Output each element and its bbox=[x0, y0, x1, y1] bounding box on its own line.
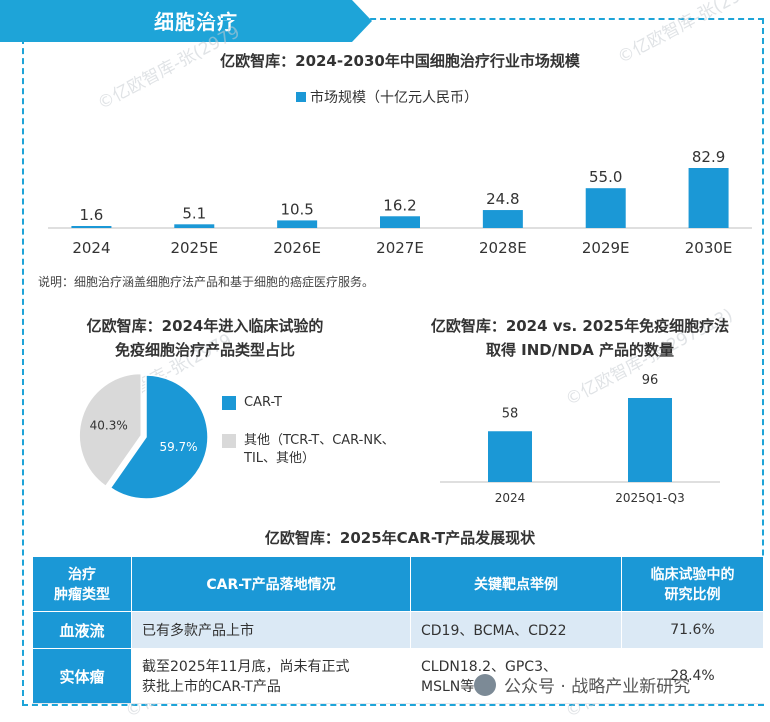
bar bbox=[71, 226, 112, 228]
data-label: 96 bbox=[642, 373, 659, 388]
tumor-type-cell: 实体瘤 bbox=[32, 648, 132, 704]
targets-cell: CD19、BCMA、CD22 bbox=[410, 611, 622, 649]
brand-watermark: 公众号 · 战略产业新研究 bbox=[474, 672, 690, 697]
ind-nda-bar-chart: 58 2024 96 2025Q1-Q3 bbox=[440, 373, 720, 505]
table-header-row: 治疗 肿瘤类型 CAR-T产品落地情况 关键靶点举例 临床试验中的 研究比例 bbox=[32, 556, 764, 612]
product-type-pie-chart: 59.7% 40.3% bbox=[78, 372, 209, 500]
table-row: 血液流 已有多款产品上市 CD19、BCMA、CD22 71.6% bbox=[32, 611, 764, 649]
x-tick-label: 2027E bbox=[376, 239, 424, 257]
ratio-cell: 71.6% bbox=[621, 611, 764, 649]
legend-swatch bbox=[222, 395, 236, 410]
bar bbox=[688, 168, 729, 228]
cart-status-table: 治疗 肿瘤类型 CAR-T产品落地情况 关键靶点举例 临床试验中的 研究比例 血… bbox=[32, 556, 764, 704]
legend-label: TIL、其他） bbox=[244, 451, 316, 466]
slice-label: 40.3% bbox=[90, 418, 128, 432]
market-size-bar-chart: 1.6 2024 5.1 2025E 10.5 2026E 16.2 2027E 24.8 202… bbox=[48, 148, 752, 257]
x-tick-label: 2029E bbox=[582, 239, 630, 257]
data-label: 16.2 bbox=[383, 196, 416, 214]
bar bbox=[488, 431, 532, 482]
status-cell: 已有多款产品上市 bbox=[131, 611, 411, 649]
ind-chart-title: 亿欧智库：2024 vs. 2025年免疫细胞疗法 取得 IND/NDA 产品的… bbox=[400, 314, 760, 362]
table-header-cell: 关键靶点举例 bbox=[410, 556, 622, 612]
data-label: 82.9 bbox=[692, 148, 725, 166]
x-tick-label: 2025E bbox=[170, 239, 218, 257]
table-header-cell: 临床试验中的 研究比例 bbox=[621, 556, 764, 612]
targets-cell: CLDN18.2、GPC3、 MSLN等 bbox=[410, 648, 622, 704]
pie-slice bbox=[78, 372, 142, 488]
data-label: 58 bbox=[502, 406, 519, 421]
data-label: 1.6 bbox=[79, 206, 103, 224]
x-tick-label: 2024 bbox=[495, 491, 526, 505]
legend-swatch bbox=[296, 92, 306, 102]
pie-slice bbox=[109, 374, 209, 500]
header-banner-shape bbox=[0, 0, 372, 42]
ind-title-line: 取得 IND/NDA 产品的数量 bbox=[485, 341, 675, 359]
x-tick-label: 2026E bbox=[273, 239, 321, 257]
chart-note: 说明：细胞治疗涵盖细胞疗法产品和基于细胞的癌症医疗服务。 bbox=[38, 275, 375, 289]
table-row: 实体瘤 截至2025年11月底，尚未有正式 获批上市的CAR-T产品 CLDN1… bbox=[32, 648, 764, 704]
ratio-cell: 28.4% bbox=[621, 648, 764, 704]
wechat-icon bbox=[474, 673, 496, 696]
data-label: 5.1 bbox=[182, 204, 206, 222]
status-cell: 截至2025年11月底，尚未有正式 获批上市的CAR-T产品 bbox=[131, 648, 411, 704]
pie-title-line: 免疫细胞治疗产品类型占比 bbox=[114, 341, 295, 359]
table-title: 亿欧智库：2025年CAR-T产品发展现状 bbox=[264, 529, 536, 547]
tumor-type-cell: 血液流 bbox=[32, 611, 132, 649]
bar bbox=[174, 224, 215, 228]
pie-legend-cart: CAR-T bbox=[222, 395, 282, 410]
content-frame bbox=[22, 18, 764, 706]
legend-label: 市场规模（十亿元人民币） bbox=[310, 90, 478, 106]
data-label: 55.0 bbox=[589, 168, 622, 186]
section-header: 细胞治疗 bbox=[0, 0, 372, 42]
x-tick-label: 2024 bbox=[72, 239, 110, 257]
legend-label: 其他（TCR-T、CAR-NK、 bbox=[244, 433, 395, 448]
table-header-cell: CAR-T产品落地情况 bbox=[131, 556, 411, 612]
x-tick-label: 2028E bbox=[479, 239, 527, 257]
x-tick-label: 2025Q1-Q3 bbox=[615, 491, 684, 505]
pie-title-line: 亿欧智库：2024年进入临床试验的 bbox=[86, 317, 324, 335]
pie-legend-other: 其他（TCR-T、CAR-NK、 TIL、其他） bbox=[222, 432, 395, 468]
bar bbox=[585, 188, 626, 228]
market-chart-legend: 市场规模（十亿元人民币） bbox=[296, 87, 478, 107]
ind-title-line: 亿欧智库：2024 vs. 2025年免疫细胞疗法 bbox=[430, 317, 730, 335]
pie-chart-title: 亿欧智库：2024年进入临床试验的 免疫细胞治疗产品类型占比 bbox=[40, 314, 370, 362]
legend-label: CAR-T bbox=[244, 395, 282, 410]
data-label: 10.5 bbox=[280, 200, 313, 218]
table-header-cell: 治疗 肿瘤类型 bbox=[32, 556, 132, 612]
bar bbox=[482, 210, 523, 228]
data-label: 24.8 bbox=[486, 190, 519, 208]
bar bbox=[277, 220, 318, 228]
x-tick-label: 2030E bbox=[685, 239, 733, 257]
bar bbox=[628, 398, 672, 482]
market-chart-title: 亿欧智库：2024-2030年中国细胞治疗行业市场规模 bbox=[220, 52, 580, 70]
legend-swatch bbox=[222, 434, 236, 448]
bar bbox=[380, 216, 420, 228]
section-title: 细胞治疗 bbox=[154, 10, 238, 34]
slice-label: 59.7% bbox=[159, 440, 197, 454]
